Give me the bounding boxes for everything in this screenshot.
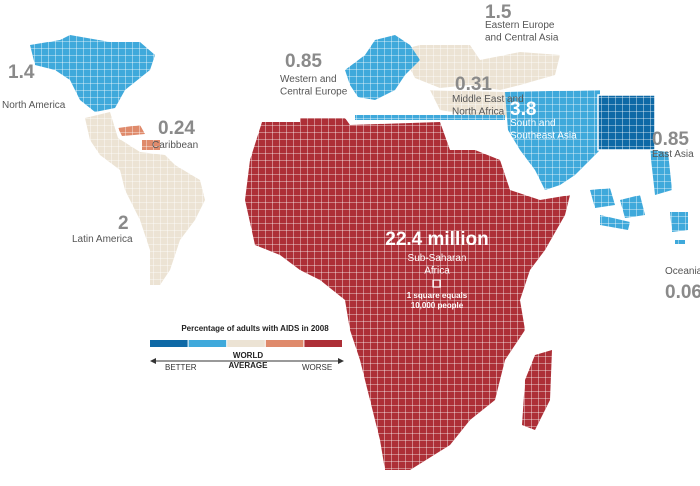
region-name: Western and Central Europe bbox=[280, 74, 348, 98]
region-value: 1.4 bbox=[8, 62, 35, 83]
region-value: 0.31 bbox=[455, 74, 492, 95]
region-name: North America bbox=[2, 100, 66, 111]
legend-worse: WORSE bbox=[302, 363, 332, 372]
region-name: South and Southeast Asia bbox=[510, 118, 577, 142]
region-name: Latin America bbox=[72, 234, 133, 245]
legend-swatch bbox=[265, 340, 304, 347]
legend-swatch bbox=[304, 340, 342, 347]
region-value: 0.85 bbox=[652, 129, 689, 150]
labels: 1.4 North America 0.24 Caribbean 2 Latin… bbox=[2, 2, 700, 310]
region-value: 1.5 bbox=[485, 2, 512, 23]
legend-swatch bbox=[188, 340, 227, 347]
legend-average: WORLD AVERAGE bbox=[229, 351, 269, 370]
legend-title: Percentage of adults with AIDS in 2008 bbox=[181, 324, 329, 333]
region-name: Oceania bbox=[665, 266, 700, 277]
region-name: Caribbean bbox=[152, 140, 198, 151]
region-name: Eastern Europe and Central Asia bbox=[485, 20, 559, 44]
legend-bar bbox=[150, 340, 342, 347]
region-value: 0.85 bbox=[285, 51, 322, 72]
region-value: 2 bbox=[118, 213, 129, 234]
region-name: Sub-Saharan Africa bbox=[408, 253, 467, 277]
legend-swatch bbox=[227, 340, 265, 347]
region-value: 3.8 bbox=[510, 99, 536, 120]
scale-square bbox=[432, 279, 441, 288]
legend-swatch bbox=[150, 340, 188, 347]
region-value: 0.24 bbox=[158, 118, 195, 139]
region-name: East Asia bbox=[652, 149, 694, 160]
legend-better: BETTER bbox=[165, 363, 197, 372]
region-value: 22.4 million bbox=[385, 229, 488, 250]
region-value: 0.06 bbox=[665, 282, 700, 303]
region-name: Middle East and North Africa bbox=[452, 94, 524, 118]
scale-note: 1 square equals 10,000 people bbox=[407, 291, 468, 310]
legend: Percentage of adults with AIDS in 2008 B… bbox=[150, 324, 344, 372]
